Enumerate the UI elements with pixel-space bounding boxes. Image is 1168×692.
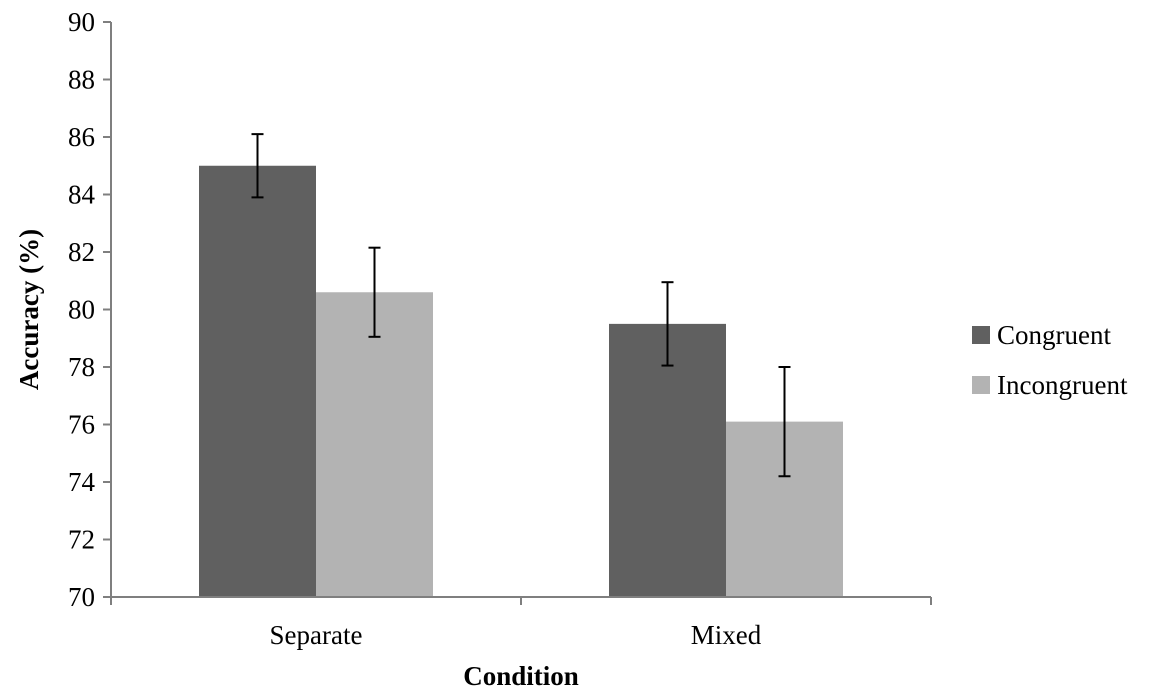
y-tick-label: 78 [68, 352, 95, 382]
y-tick-label: 84 [68, 180, 96, 210]
error-bar [778, 366, 791, 478]
error-bars [251, 133, 791, 478]
bars [199, 165, 843, 597]
y-tick-label: 74 [68, 467, 96, 497]
y-tick-label: 86 [68, 122, 95, 152]
bar-congruent [199, 165, 316, 597]
y-tick-label: 82 [68, 237, 95, 267]
y-tick-label: 76 [68, 410, 95, 440]
y-tick-label: 88 [68, 65, 95, 95]
legend-swatch-incongruent [972, 376, 990, 394]
y-tick-label: 70 [68, 582, 95, 612]
error-bar [251, 133, 264, 199]
x-axis-ticks [110, 597, 932, 605]
category-label: Separate [270, 620, 363, 650]
category-label: Mixed [691, 620, 762, 650]
error-bar [661, 281, 674, 367]
bar-congruent [609, 323, 726, 597]
y-axis-ticks: 70 72 74 76 78 80 82 84 86 88 90 [68, 7, 111, 612]
y-tick-label: 72 [68, 525, 95, 555]
bar-incongruent [316, 292, 433, 597]
legend-label-incongruent: Incongruent [997, 370, 1128, 400]
x-axis-title: Condition [463, 661, 579, 691]
legend: Congruent Incongruent [972, 320, 1128, 400]
y-axis-title: Accuracy (%) [14, 229, 44, 390]
y-tick-label: 90 [68, 7, 95, 37]
legend-swatch-congruent [972, 326, 990, 344]
legend-label-congruent: Congruent [997, 320, 1111, 350]
category-labels: Separate Mixed [270, 620, 762, 650]
y-tick-label: 80 [68, 295, 95, 325]
error-bar [368, 246, 381, 338]
